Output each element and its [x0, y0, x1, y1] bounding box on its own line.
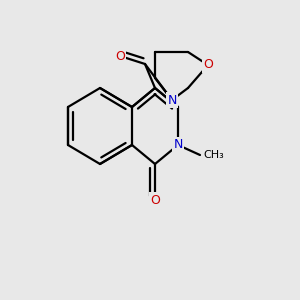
Text: N: N: [167, 94, 177, 106]
Text: N: N: [173, 139, 183, 152]
Text: CH₃: CH₃: [203, 150, 224, 160]
Text: O: O: [203, 58, 213, 71]
Text: O: O: [115, 50, 125, 62]
Text: O: O: [150, 194, 160, 206]
